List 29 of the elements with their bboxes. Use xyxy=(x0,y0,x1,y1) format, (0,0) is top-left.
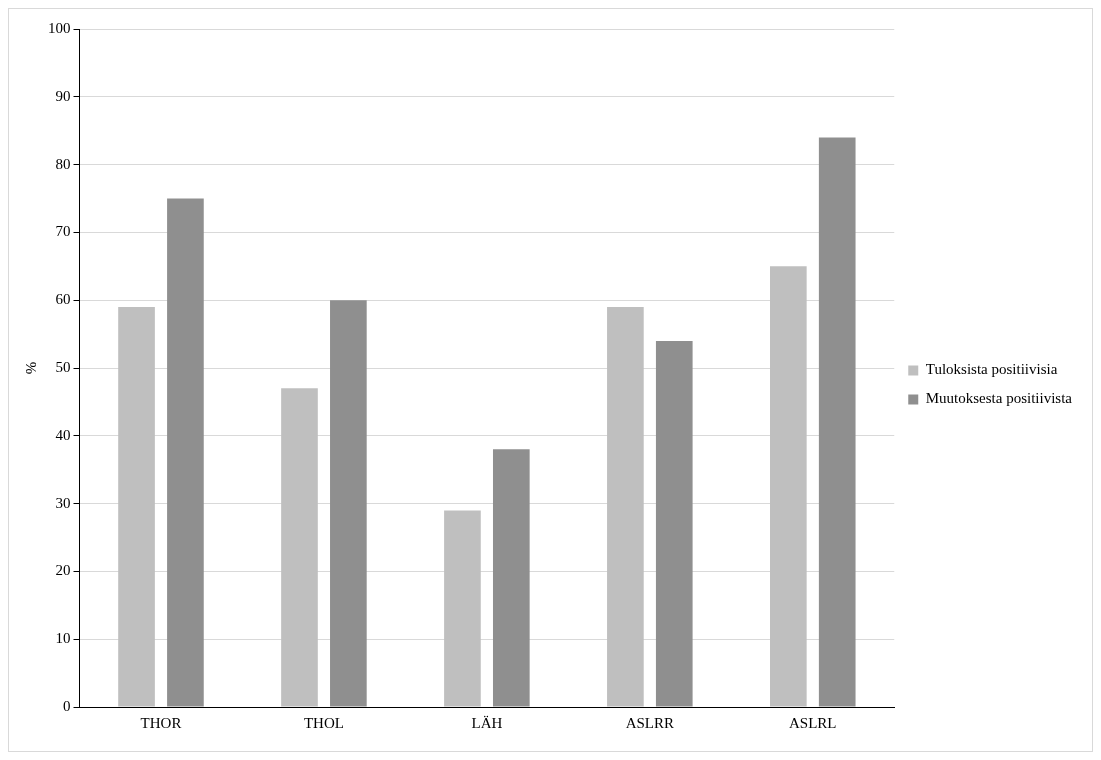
y-tick-label: 70 xyxy=(55,223,71,240)
y-tick-label: 80 xyxy=(55,155,71,172)
bar xyxy=(492,449,530,707)
y-tick-label: 20 xyxy=(55,562,71,579)
bar xyxy=(118,306,155,707)
y-tick-label: 100 xyxy=(48,19,71,36)
bar xyxy=(444,510,481,707)
bar xyxy=(770,266,807,707)
legend-label: Muutoksesta positiivista xyxy=(925,390,1073,407)
y-tick-label: 10 xyxy=(55,630,71,647)
bar xyxy=(330,300,367,707)
y-tick-label: 40 xyxy=(55,426,71,443)
bar xyxy=(818,137,856,707)
y-tick-label: 0 xyxy=(63,697,71,714)
y-tick-label: 60 xyxy=(55,291,71,308)
x-tick-label: LÄH xyxy=(471,714,503,731)
bar xyxy=(655,340,693,707)
y-axis-title: % xyxy=(22,361,39,375)
x-tick-label: ASLRR xyxy=(625,714,674,731)
x-tick-label: ASLRL xyxy=(789,714,837,731)
x-tick-label: THOR xyxy=(140,714,182,731)
y-tick-label: 90 xyxy=(55,87,71,104)
bar xyxy=(607,306,644,707)
y-tick-label: 30 xyxy=(55,494,71,511)
y-tick-label: 50 xyxy=(55,358,71,375)
x-tick-label: THOL xyxy=(303,714,344,731)
legend-label: Tuloksista positiivisia xyxy=(925,361,1058,378)
bar xyxy=(167,198,204,707)
bar xyxy=(281,388,318,707)
